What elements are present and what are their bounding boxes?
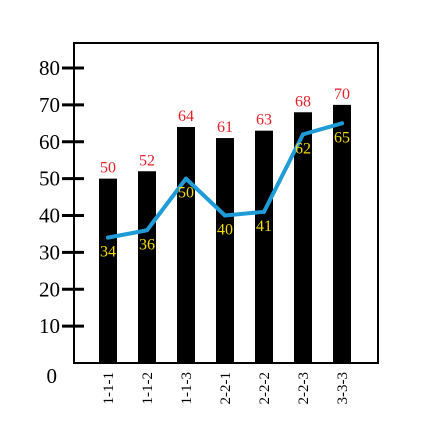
- bar-data-labels: 50 52 64 61 63 68 70: [100, 86, 350, 177]
- line-label-1-1-2: 36: [139, 236, 155, 253]
- y-tick-label-0: 0: [47, 364, 58, 388]
- line-point-1-1-2: [145, 228, 149, 233]
- line-label-1-1-1: 34: [100, 244, 116, 261]
- line-point-2-2-1: [223, 213, 227, 218]
- line-label-2-2-2: 41: [256, 218, 272, 235]
- y-tick-label-10: 10: [39, 314, 60, 338]
- line-point-1-1-1: [106, 235, 110, 240]
- y-axis: 0 10 20 30 40 50 60 70 80: [39, 56, 84, 388]
- bar-label-1-1-1: 50: [100, 160, 116, 177]
- x-tick-label-2-2-2: 2-2-2: [257, 372, 273, 405]
- x-tick-label-3-3-3: 3-3-3: [335, 372, 351, 405]
- bar-label-1-1-2: 52: [139, 152, 155, 169]
- bar-label-2-2-3: 68: [295, 93, 311, 110]
- y-tick-label-60: 60: [39, 130, 60, 154]
- x-tick-label-1-1-3: 1-1-3: [179, 372, 195, 405]
- bar-1-1-1: [99, 178, 117, 363]
- line-series: [106, 121, 344, 240]
- x-tick-label-2-2-1: 2-2-1: [218, 372, 234, 405]
- bar-2-2-2: [255, 130, 273, 363]
- line-point-2-2-3: [301, 132, 305, 137]
- bar-3-3-3: [333, 104, 351, 363]
- y-tick-label-40: 40: [39, 204, 60, 228]
- line-label-2-2-3: 62: [295, 140, 311, 157]
- line-point-3-3-3: [340, 121, 344, 126]
- bar-label-1-1-3: 64: [178, 108, 194, 125]
- y-tick-label-50: 50: [39, 167, 60, 191]
- line-label-3-3-3: 65: [334, 129, 350, 146]
- line-label-1-1-3: 50: [178, 185, 194, 202]
- x-axis: 1-1-1 1-1-2 1-1-3 2-2-1 2-2-2 2-2-3 3-3-3: [101, 372, 351, 405]
- bar-label-2-2-1: 61: [217, 119, 233, 136]
- bar-1-1-2: [138, 171, 156, 363]
- x-tick-label-1-1-1: 1-1-1: [101, 372, 117, 405]
- bar-label-2-2-2: 63: [256, 112, 272, 129]
- bar-2-2-3: [294, 112, 312, 363]
- line-label-2-2-1: 40: [217, 222, 233, 239]
- line-point-1-1-3: [184, 176, 188, 181]
- x-tick-label-2-2-3: 2-2-3: [296, 372, 312, 405]
- line-data-labels: 34 36 50 40 41 62 65: [100, 129, 350, 260]
- y-tick-label-30: 30: [39, 240, 60, 264]
- bar-series: [99, 104, 351, 363]
- bar-label-3-3-3: 70: [334, 86, 350, 103]
- line-point-2-2-2: [262, 209, 266, 214]
- x-tick-label-1-1-2: 1-1-2: [140, 372, 156, 405]
- y-tick-label-70: 70: [39, 93, 60, 117]
- y-tick-label-20: 20: [39, 277, 60, 301]
- y-tick-label-80: 80: [39, 56, 60, 80]
- bar-2-2-1: [216, 138, 234, 363]
- bar-1-1-3: [177, 127, 195, 363]
